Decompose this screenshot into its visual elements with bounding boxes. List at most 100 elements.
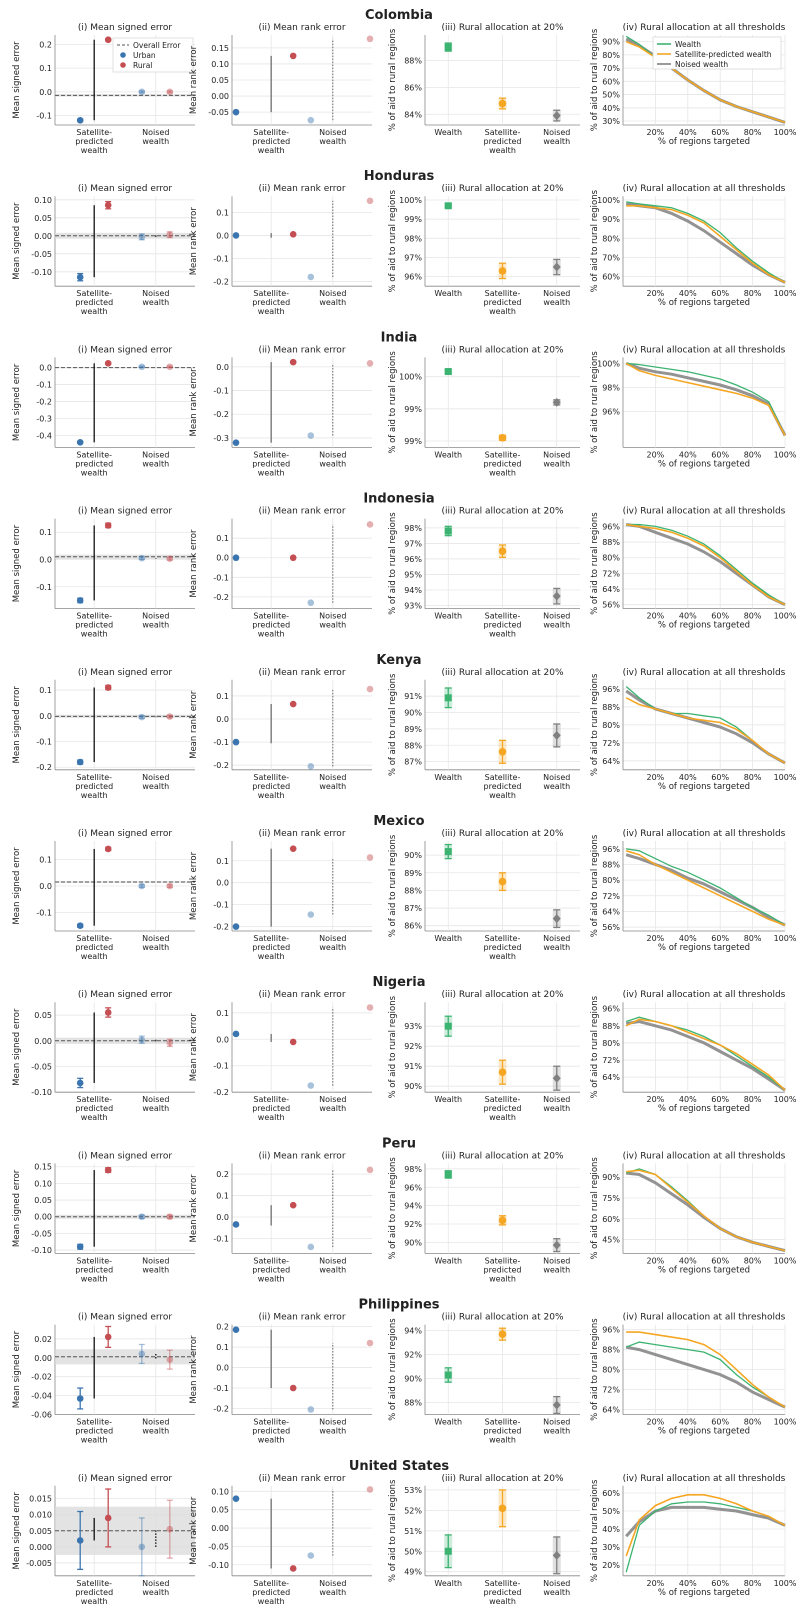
y-tick-label: 0.00 [34,1037,52,1046]
x-tick-label: 20% [647,612,665,621]
country-title: Indonesia [363,492,434,507]
data-point [138,713,146,721]
y-tick-label: 40% [602,104,620,113]
data-point [104,522,112,529]
thresholds-panel: (iv) Rural allocation at all thresholds 5… [590,507,797,631]
y-axis-label: Mean signed error [12,524,22,602]
x-tick-label: wealth [489,1113,516,1122]
y-axis-label: Mean rank error [189,851,199,920]
panel-title: (ii) Mean rank error [258,1151,345,1161]
data-point [366,1339,374,1347]
y-axis-label: Mean rank error [189,690,199,759]
y-tick-label: 88% [404,57,422,66]
legend-box [652,36,782,70]
legend-label: Urban [133,51,156,60]
sat-series-line [625,362,786,436]
x-tick-label: wealth [543,459,570,468]
data-point [232,738,240,746]
y-tick-label: 92% [404,1351,422,1360]
data-point [232,1495,240,1502]
country-row: India (i) Mean signed error -0.4 -0.3 -0.2 -0… [12,330,797,477]
panel-title: (i) Mean signed error [78,507,173,517]
panel-title: (iii) Rural allocation at 20% [441,507,563,517]
panel-title: (iii) Rural allocation at 20% [441,345,563,355]
x-tick-label: Noised [142,450,169,459]
data-point [498,99,507,108]
x-tick-label: wealth [489,630,516,639]
y-tick-label: -0.02 [31,1373,52,1382]
y-axis-label: % of aid to rural regions [590,834,600,937]
x-tick-label: 40% [679,1095,697,1104]
data-point [232,439,240,446]
data-point [366,1004,374,1011]
y-tick-label: -0.3 [36,415,52,424]
y-tick-label: 0.0 [39,712,52,721]
x-tick-label: wealth [543,1104,570,1113]
legend-label: Wealth [675,40,701,49]
country-title: Peru [382,1136,416,1151]
x-tick-label: wealth [489,1597,516,1606]
rank-panel: (ii) Mean rank error -0.10 -0.05 0.00 0.05 0.… [189,1474,374,1606]
y-tick-label: 0.05 [34,214,52,223]
y-tick-label: -0.10 [208,1561,229,1570]
panel-title: (iii) Rural allocation at 20% [441,829,563,839]
data-point [76,1537,84,1544]
x-tick-label: 100% [774,128,797,137]
y-tick-label: 92% [404,1220,422,1229]
country-row: Kenya (i) Mean signed error -0.2 -0.1 0.0 0.1… [12,653,797,800]
x-tick-label: 20% [647,1256,665,1265]
panel-title: (ii) Mean rank error [258,184,345,194]
y-tick-label: 88% [602,1022,620,1031]
x-tick-label: wealth [81,468,108,477]
y-tick-label: 86% [404,922,422,931]
x-tick-label: 80% [744,773,762,782]
x-tick-label: Wealth [434,289,462,298]
y-tick-label: 0.02 [34,1335,52,1344]
x-tick-label: predicted [484,1104,522,1113]
y-tick-label: -0.1 [36,381,52,390]
x-tick-label: 80% [744,1579,762,1588]
y-tick-label: 64% [602,757,620,766]
data-point [76,1395,84,1402]
y-tick-label: 80% [602,51,620,60]
data-point [166,555,174,562]
x-tick-label: wealth [543,137,570,146]
x-tick-label: wealth [489,952,516,961]
y-axis-label: Mean signed error [12,1169,22,1247]
data-point [444,368,452,376]
y-tick-label: -0.1 [36,583,52,592]
rank-panel: (ii) Mean rank error -0.1 0.0 0.1 0.2 Mean ra… [189,1151,374,1283]
x-tick-label: Noised [543,934,570,943]
y-tick-label: 60% [602,1215,620,1224]
x-tick-label: predicted [252,298,290,307]
country-title: Honduras [364,169,435,184]
data-point [104,201,112,209]
y-tick-label: 90% [404,709,422,718]
x-tick-label: predicted [75,137,113,146]
sat-series-line [626,205,786,284]
y-axis-label: Mean signed error [12,1492,22,1570]
data-point [289,52,297,60]
x-tick-label: Noised [543,289,570,298]
x-tick-label: wealth [81,1597,108,1606]
x-tick-label: 80% [744,612,762,621]
x-tick-label: Satellite- [485,1256,521,1265]
y-tick-label: 96% [602,685,620,694]
y-tick-label: 0.05 [211,76,229,85]
x-tick-label: Noised [319,128,346,137]
x-tick-label: 40% [679,612,697,621]
x-tick-label: wealth [319,459,346,468]
data-point [552,914,561,924]
y-axis-label: Mean signed error [12,1330,22,1408]
x-tick-label: wealth [81,146,108,155]
data-point [289,700,297,708]
x-tick-label: predicted [252,459,290,468]
x-tick-label: wealth [489,791,516,800]
y-tick-label: 50% [602,91,620,100]
x-axis-label: % of regions targeted [658,1265,750,1275]
y-tick-label: 0.1 [216,857,229,866]
y-tick-label: -0.10 [31,1088,52,1097]
data-point [232,1326,240,1334]
x-tick-label: 60% [711,128,729,137]
y-tick-label: -0.05 [208,1542,229,1551]
